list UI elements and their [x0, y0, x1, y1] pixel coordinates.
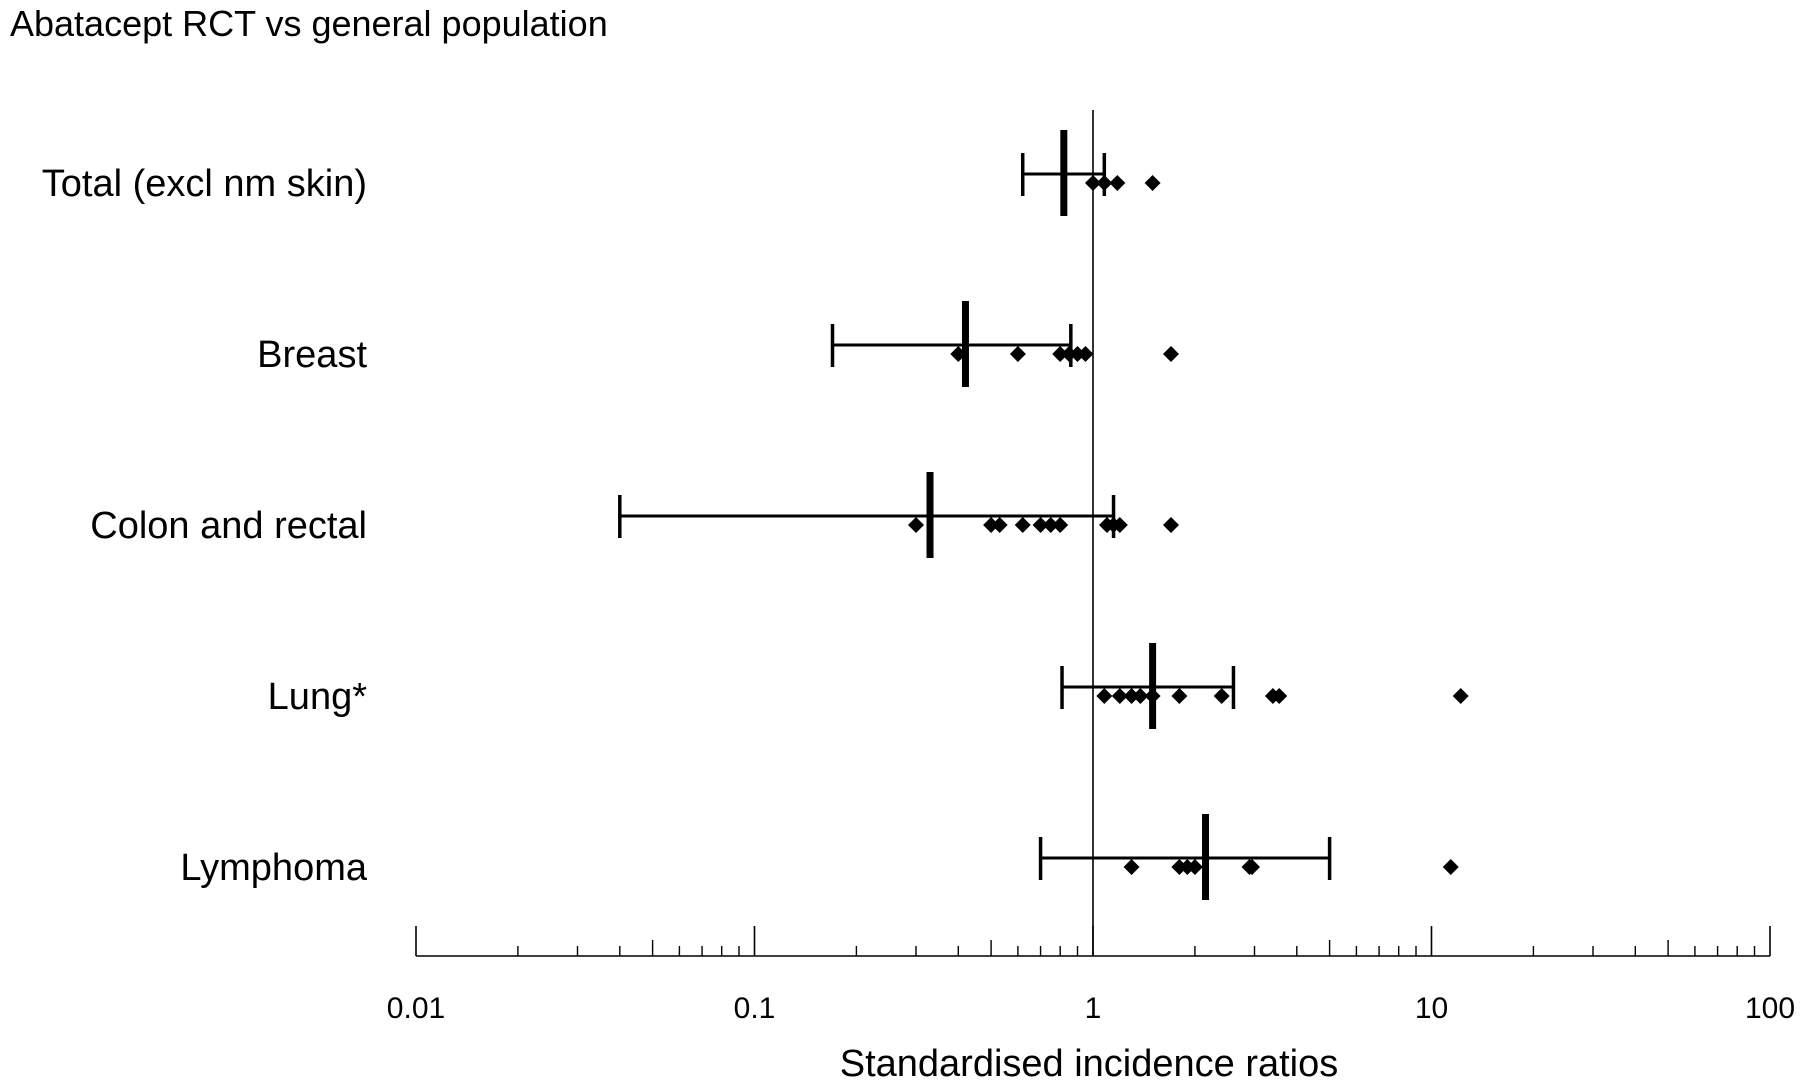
forest-rows: Total (excl nm skin) Breast Colon and rect… — [42, 130, 1469, 900]
row-label: Lung* — [268, 676, 368, 718]
x-tick-label: 100 — [1745, 992, 1795, 1025]
x-tick-label: 0.01 — [387, 992, 445, 1025]
study-point — [1052, 517, 1069, 533]
study-point — [1163, 346, 1180, 362]
row-label: Total (excl nm skin) — [42, 163, 367, 205]
row-label: Breast — [257, 334, 367, 376]
study-point — [1144, 175, 1161, 191]
study-point — [1123, 688, 1140, 704]
study-point — [1244, 859, 1261, 875]
x-tick-label: 10 — [1415, 992, 1448, 1025]
study-point — [1132, 688, 1149, 704]
chart-title: Abatacept RCT vs general population — [10, 3, 608, 44]
study-point — [991, 517, 1008, 533]
forest-row: Total (excl nm skin) — [42, 130, 1161, 216]
row-label: Lymphoma — [180, 847, 367, 889]
row-label: Colon and rectal — [90, 505, 367, 547]
study-point — [1009, 346, 1026, 362]
study-point — [1096, 688, 1113, 704]
study-point — [1186, 859, 1203, 875]
study-point — [1452, 688, 1469, 704]
study-point — [1061, 346, 1078, 362]
study-point — [1213, 688, 1230, 704]
study-point — [1123, 859, 1140, 875]
study-point — [1096, 175, 1113, 191]
forest-row: Colon and rectal — [90, 472, 1180, 558]
x-tick-label: 1 — [1085, 992, 1102, 1025]
study-point — [1163, 517, 1180, 533]
forest-row: Lymphoma — [180, 814, 1459, 900]
study-point — [1111, 517, 1128, 533]
study-point — [908, 517, 925, 533]
x-axis-title: Standardised incidence ratios — [840, 1043, 1339, 1085]
study-point — [1052, 346, 1069, 362]
study-point — [1014, 517, 1031, 533]
study-point — [1109, 175, 1126, 191]
study-point — [1032, 517, 1049, 533]
forest-row: Lung* — [268, 643, 1469, 729]
x-axis: 0.01 0.1 1 10 100 — [387, 926, 1795, 1025]
study-point — [1077, 346, 1094, 362]
study-point — [1171, 688, 1188, 704]
study-point — [1271, 688, 1288, 704]
study-point — [1442, 859, 1459, 875]
study-point — [1042, 517, 1059, 533]
forest-row: Breast — [257, 301, 1180, 387]
study-point — [983, 517, 1000, 533]
study-point — [1111, 688, 1128, 704]
x-tick-label: 0.1 — [734, 992, 776, 1025]
